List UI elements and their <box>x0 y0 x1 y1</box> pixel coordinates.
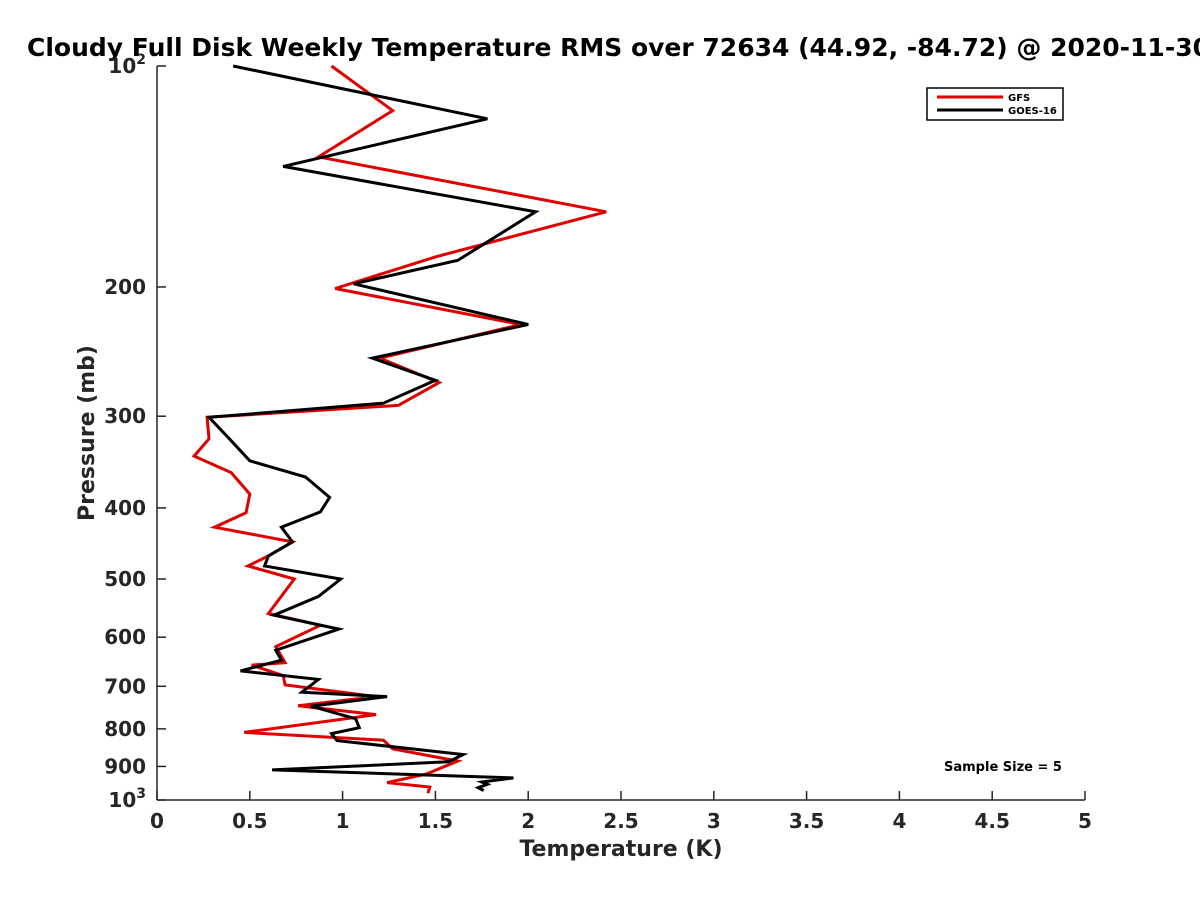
y-tick-label: 102 <box>108 52 146 78</box>
chart-title: Cloudy Full Disk Weekly Temperature RMS … <box>27 33 1200 62</box>
y-tick-label: 500 <box>104 567 146 591</box>
legend-label: GFS <box>1008 93 1030 104</box>
x-tick-label: 3 <box>707 809 721 833</box>
x-tick-label: 1.5 <box>418 809 453 833</box>
legend: GFS GOES-16 <box>926 87 1064 121</box>
plot-lines <box>191 64 607 794</box>
legend-label: GOES-16 <box>1008 106 1057 117</box>
sample-size-annotation: Sample Size = 5 <box>944 760 1062 775</box>
x-tick-label: 2.5 <box>603 809 638 833</box>
y-tick-label: 400 <box>104 496 146 520</box>
x-tick-label: 3.5 <box>789 809 824 833</box>
y-tick-label: 900 <box>104 754 146 778</box>
x-tick-label: 0 <box>150 809 164 833</box>
y-axis-label: Pressure (mb) <box>75 345 100 521</box>
y-tick-label: 600 <box>104 625 146 649</box>
legend-box <box>926 87 1064 121</box>
series-line-gfs <box>191 64 607 794</box>
x-axis-label: Temperature (K) <box>519 837 722 862</box>
series-line-goes-16 <box>205 64 540 792</box>
x-tick-label: 1 <box>336 809 350 833</box>
y-tick-label: 800 <box>104 717 146 741</box>
x-axis-ticks: 0 0.5 1 1.5 2 2.5 3 3.5 4 4.5 5 <box>150 791 1092 833</box>
y-tick-label: 300 <box>104 404 146 428</box>
x-tick-label: 5 <box>1078 809 1092 833</box>
x-tick-label: 0.5 <box>232 809 267 833</box>
y-tick-label: 103 <box>108 786 146 812</box>
y-tick-label: 700 <box>104 674 146 698</box>
axes <box>156 66 1085 801</box>
y-axis-ticks: 102 200 300 400 500 600 700 800 900 103 <box>104 52 166 812</box>
x-tick-label: 4.5 <box>974 809 1009 833</box>
x-tick-label: 4 <box>892 809 906 833</box>
y-tick-label: 200 <box>104 275 146 299</box>
x-tick-label: 2 <box>521 809 535 833</box>
